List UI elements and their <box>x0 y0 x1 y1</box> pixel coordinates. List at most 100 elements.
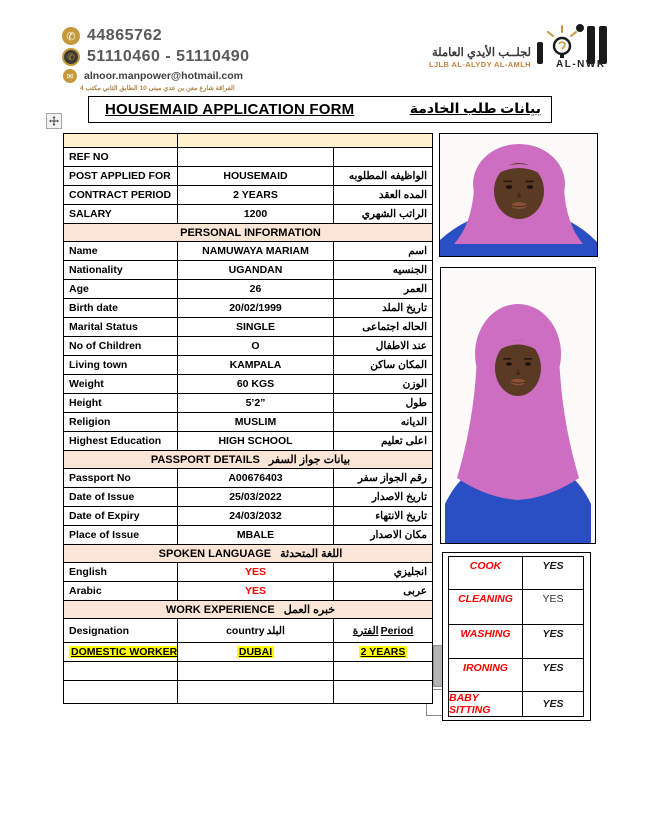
field-arabic-cell <box>334 148 432 166</box>
cell-text: POST APPLIED FOR <box>69 170 171 182</box>
form-row: Passport No A00676403 رقم الجواز سفر <box>64 469 432 488</box>
field-label-cell: REF NO <box>64 148 178 166</box>
cell-text-secondary: اللغة المتحدثة <box>280 548 343 560</box>
field-label-cell: No of Children <box>64 337 178 355</box>
cell-text: PASSPORT DETAILS <box>150 453 260 466</box>
field-value-cell: UGANDAN <box>178 261 334 279</box>
form-row <box>64 134 432 148</box>
field-value-cell: 24/03/2032 <box>178 507 334 525</box>
field-label-cell: Height <box>64 394 178 412</box>
cell-text: NAMUWAYA MARIAM <box>202 245 309 257</box>
field-arabic-cell: 2 YEARS <box>334 643 432 661</box>
cell-text: المكان ساكن <box>370 359 427 371</box>
cell-text: 2 YEARS <box>233 189 278 201</box>
cell-text: Weight <box>69 378 104 390</box>
cell-text: MBALE <box>236 529 275 541</box>
form-row: Religion MUSLIM الديانه <box>64 413 432 432</box>
field-value-cell: 60 KGS <box>178 375 334 393</box>
field-value-cell <box>178 148 334 166</box>
section-title-cell: SPOKEN LANGUAGE اللغة المتحدثة <box>64 545 432 562</box>
form-row: English YES انجليزي <box>64 563 432 582</box>
form-row: Nationality UGANDAN الجنسيه <box>64 261 432 280</box>
portrait-closeup <box>440 134 597 256</box>
field-arabic-cell: رقم الجواز سفر <box>334 469 432 487</box>
cell-text: HIGH SCHOOL <box>218 435 293 447</box>
form-row <box>64 662 432 681</box>
cell-text: الديانه <box>400 416 427 428</box>
form-row: Height 5’2” طول <box>64 394 432 413</box>
cell-text: اعلى تعليم <box>381 435 427 447</box>
alnoor-logo <box>535 24 609 66</box>
cell-text: KAMPALA <box>229 359 282 371</box>
field-value-cell: YES <box>178 582 334 600</box>
section-header-row: PERSONAL INFORMATION <box>64 224 432 242</box>
field-label-cell: Religion <box>64 413 178 431</box>
field-label-cell: Highest Education <box>64 432 178 450</box>
form-row: Name NAMUWAYA MARIAM اسم <box>64 242 432 261</box>
field-arabic-cell: اسم <box>334 242 432 260</box>
cell-text: الحاله اجتماعى <box>362 321 427 333</box>
field-value-cell: HIGH SCHOOL <box>178 432 334 450</box>
skills-table: COOK YES CLEANING YES WASHING YES IRONING YES BA… <box>448 556 584 717</box>
company-name-block: لجلــب الأيدي العاملة LJLB AL-ALYDY AL-A… <box>393 45 531 69</box>
field-arabic-cell: مكان الاصدار <box>334 526 432 544</box>
form-row: Arabic YES عربى <box>64 582 432 601</box>
skill-row: COOK YES <box>449 557 583 590</box>
form-title-bar: HOUSEMAID APPLICATION FORM بيانات طلب ال… <box>88 96 552 123</box>
field-arabic-cell: الوزن <box>334 375 432 393</box>
field-value-cell <box>178 134 432 147</box>
field-value-cell: O <box>178 337 334 355</box>
skill-row: BABY SITTING YES <box>449 692 583 716</box>
form-row: Weight 60 KGS الوزن <box>64 375 432 394</box>
section-header-row: SPOKEN LANGUAGE اللغة المتحدثة <box>64 545 432 563</box>
field-label-cell: POST APPLIED FOR <box>64 167 178 185</box>
field-arabic-cell: تاريخ الملد <box>334 299 432 317</box>
field-arabic-cell <box>334 662 432 680</box>
address-arabic: الفراقة شارع معن بن عدي مبنى 10 الطابق ا… <box>80 85 235 92</box>
field-label-cell: Date of Issue <box>64 488 178 506</box>
cell-text: PERSONAL INFORMATION <box>180 226 321 239</box>
cell-text-secondary: البلد <box>266 624 285 637</box>
skill-name: CLEANING <box>449 589 523 624</box>
field-label-cell: Arabic <box>64 582 178 600</box>
field-arabic-cell: الواظيفه المطلوبه <box>334 167 432 185</box>
cell-text: 20/02/1999 <box>229 302 282 314</box>
field-value-cell: 1200 <box>178 205 334 223</box>
field-arabic-cell <box>334 681 432 703</box>
field-value-cell: KAMPALA <box>178 356 334 374</box>
cell-text: Date of Expiry <box>69 510 140 522</box>
cell-text: YES <box>244 585 266 597</box>
cell-text: country <box>226 624 265 637</box>
field-label-cell: Weight <box>64 375 178 393</box>
cell-text: Highest Education <box>69 435 162 447</box>
form-row: No of Children O عند الاطفال <box>64 337 432 356</box>
cell-text: Age <box>69 283 89 295</box>
field-value-cell: HOUSEMAID <box>178 167 334 185</box>
cell-text: REF NO <box>69 151 109 163</box>
cell-text: Name <box>69 245 98 257</box>
cell-text: رقم الجواز سفر <box>357 472 427 484</box>
table-move-handle[interactable] <box>46 113 62 129</box>
application-form-table: REF NO POST APPLIED FOR HOUSEMAID الواظيفه … <box>63 133 433 704</box>
field-value-cell: 2 YEARS <box>178 186 334 204</box>
cell-text-secondary: Period <box>380 624 414 637</box>
cell-text: A00676403 <box>228 472 283 484</box>
skill-value: YES <box>542 627 564 640</box>
field-label-cell: Name <box>64 242 178 260</box>
section-header-row: PASSPORT DETAILS بيانات جواز السفر <box>64 451 432 469</box>
cell-text: الواظيفه المطلوبه <box>348 170 427 182</box>
cell-text: اسم <box>408 245 427 257</box>
form-row: Living town KAMPALA المكان ساكن <box>64 356 432 375</box>
cell-text: SPOKEN LANGUAGE <box>158 547 272 560</box>
cell-text: انجليزي <box>393 566 427 578</box>
phone-line-1: ✆ 44865762 <box>62 27 162 45</box>
field-arabic-cell: المده العقد <box>334 186 432 204</box>
cell-text: SALARY <box>69 208 112 220</box>
field-label-cell: CONTRACT PERIOD <box>64 186 178 204</box>
field-label-cell <box>64 134 178 147</box>
form-row: Designation country البلد الفترة Period <box>64 619 432 643</box>
field-label-cell: Age <box>64 280 178 298</box>
cell-text-secondary: بيانات جواز السفر <box>268 454 351 466</box>
cell-text: English <box>69 566 107 578</box>
form-title-arabic: بيانات طلب الخادمة <box>409 102 541 117</box>
